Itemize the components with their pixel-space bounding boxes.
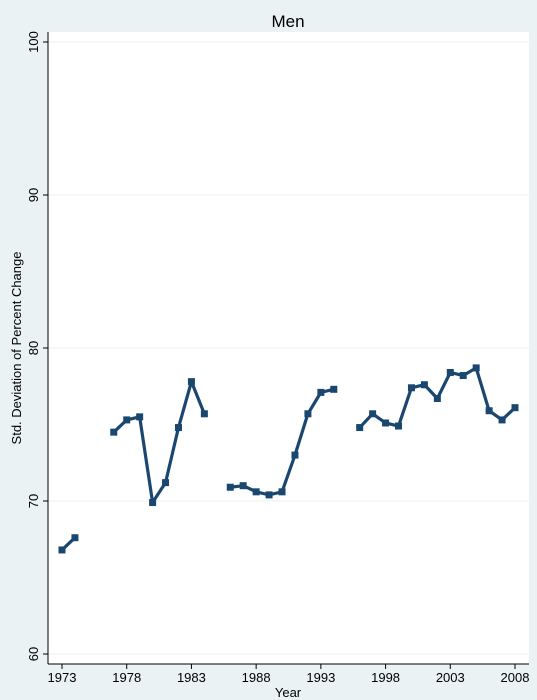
y-axis-label: Std. Deviation of Percent Change: [9, 252, 24, 445]
data-point-marker: [459, 372, 467, 380]
data-point-marker: [369, 410, 377, 418]
x-tick-label: 1983: [177, 670, 206, 685]
data-point-marker: [446, 368, 454, 376]
data-point-marker: [239, 482, 247, 490]
x-tick-label: 2008: [501, 670, 530, 685]
data-point-marker: [498, 416, 506, 424]
data-point-marker: [136, 413, 144, 421]
y-tick-label: 90: [26, 188, 41, 202]
data-point-marker: [330, 385, 338, 393]
data-point-marker: [433, 394, 441, 402]
data-point-marker: [382, 419, 390, 427]
y-tick-label: 80: [26, 341, 41, 355]
data-point-marker: [71, 534, 79, 542]
data-point-marker: [511, 404, 519, 412]
data-point-marker: [58, 546, 66, 554]
chart-title: Men: [271, 12, 304, 31]
x-tick-label: 1993: [306, 670, 335, 685]
data-point-marker: [226, 483, 234, 491]
data-point-marker: [407, 384, 415, 392]
x-tick-label: 1973: [48, 670, 77, 685]
x-tick-label: 2003: [436, 670, 465, 685]
data-point-marker: [265, 491, 273, 499]
x-tick-label: 1998: [371, 670, 400, 685]
y-tick-label: 70: [26, 494, 41, 508]
data-point-marker: [110, 428, 118, 436]
data-point-marker: [420, 381, 428, 389]
x-axis-ticks: 1973 1978 1983 1988 1993 1998 2003 2008: [48, 664, 530, 685]
x-axis-label: Year: [275, 685, 302, 700]
data-point-marker: [395, 422, 403, 430]
y-tick-label: 60: [26, 647, 41, 661]
data-point-marker: [485, 407, 493, 415]
x-tick-label: 1988: [242, 670, 271, 685]
data-point-marker: [149, 499, 157, 507]
y-tick-label: 100: [26, 31, 41, 53]
series-group: [58, 364, 519, 554]
data-point-marker: [187, 378, 195, 386]
data-point-marker: [252, 488, 260, 496]
data-point-marker: [123, 416, 131, 424]
data-point-marker: [278, 488, 286, 496]
y-axis-ticks: 60 70 80 90 100: [26, 31, 48, 661]
data-point-marker: [291, 451, 299, 459]
data-point-marker: [162, 479, 170, 487]
data-point-marker: [317, 388, 325, 396]
data-point-marker: [200, 410, 208, 418]
gridlines: [48, 41, 529, 655]
data-point-marker: [304, 410, 312, 418]
data-point-marker: [174, 424, 182, 432]
x-tick-label: 1978: [112, 670, 141, 685]
data-point-marker: [472, 364, 480, 372]
data-point-marker: [356, 424, 364, 432]
